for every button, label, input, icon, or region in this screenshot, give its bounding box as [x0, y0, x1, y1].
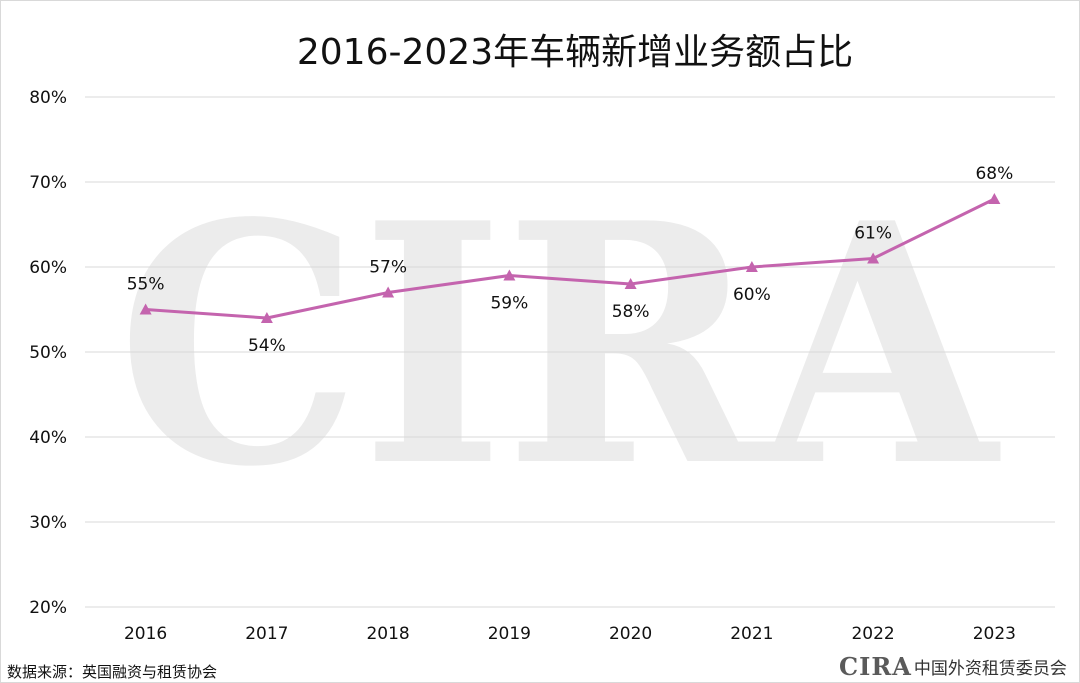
y-tick-label: 60%	[29, 258, 67, 278]
x-tick-label: 2021	[730, 624, 773, 644]
x-axis-ticks: 2016 2017 2018 2019 2020 2021 2022 2023	[124, 624, 1016, 644]
data-label: 55%	[127, 275, 165, 295]
y-tick-label: 80%	[29, 88, 67, 108]
source-note: 数据来源：英国融资与租赁协会	[7, 663, 218, 681]
data-label: 60%	[733, 285, 771, 305]
y-tick-label: 20%	[29, 598, 67, 618]
x-tick-label: 2016	[124, 624, 167, 644]
data-point-marker	[260, 312, 273, 323]
cira-logo-icon: CIRA	[839, 651, 912, 681]
data-point-marker	[624, 278, 637, 289]
data-label: 61%	[854, 224, 892, 244]
data-point-marker	[139, 303, 152, 315]
chart-title: 2016-2023年车辆新增业务额占比	[296, 32, 854, 73]
x-tick-label: 2018	[366, 624, 409, 644]
x-tick-label: 2019	[488, 624, 531, 644]
y-tick-label: 50%	[29, 343, 67, 363]
series-line	[145, 197, 996, 320]
y-tick-label: 40%	[29, 428, 67, 448]
series-markers	[139, 193, 1001, 323]
y-tick-label: 70%	[29, 173, 67, 193]
x-tick-label: 2020	[609, 624, 652, 644]
series-path	[145, 197, 996, 320]
data-point-marker	[382, 286, 395, 298]
footer-logo: CIRA 中国外资租赁委员会	[839, 651, 1067, 681]
data-point-marker	[867, 252, 880, 264]
y-axis-ticks: 20% 30% 40% 50% 60% 70% 80%	[29, 88, 67, 618]
footer-org-name: 中国外资租赁委员会	[913, 658, 1067, 679]
x-tick-label: 2022	[851, 624, 894, 644]
y-tick-label: 30%	[29, 513, 67, 533]
data-labels: 55% 54% 57% 59% 58% 60% 61% 68%	[127, 164, 1014, 356]
gridlines	[85, 96, 1055, 608]
x-tick-label: 2017	[245, 624, 288, 644]
data-point-marker	[745, 261, 758, 272]
data-point-marker	[503, 269, 516, 281]
watermark-logo: CIRA	[117, 151, 1003, 539]
data-label: 57%	[369, 258, 407, 278]
data-point-marker	[988, 193, 1001, 204]
data-label: 54%	[248, 336, 286, 356]
x-tick-label: 2023	[973, 624, 1016, 644]
data-label: 58%	[612, 302, 650, 322]
data-label: 59%	[490, 294, 528, 314]
data-label: 68%	[975, 164, 1013, 184]
